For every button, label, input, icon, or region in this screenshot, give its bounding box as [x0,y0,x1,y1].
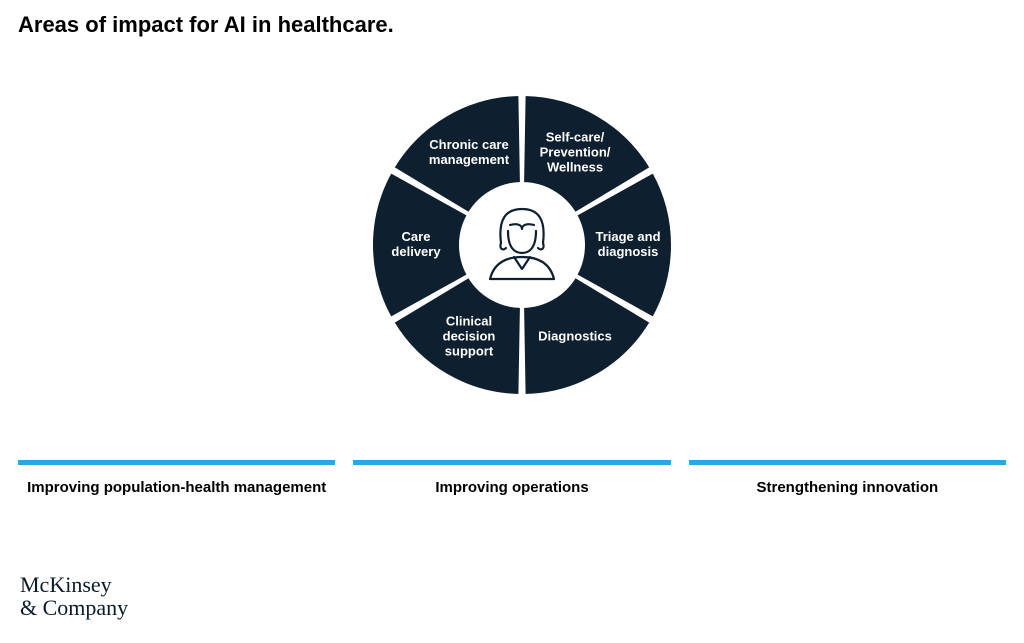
category-label: Strengthening innovation [689,479,1006,496]
page-title: Areas of impact for AI in healthcare. [18,12,394,38]
wheel-svg [372,95,672,395]
category-bar [689,460,1006,465]
category-item: Strengthening innovation [689,460,1006,496]
category-bar [353,460,670,465]
category-row: Improving population-health management I… [18,460,1006,496]
category-item: Improving operations [353,460,670,496]
logo-line1: McKinsey [20,573,128,596]
category-label: Improving operations [353,479,670,496]
mckinsey-logo: McKinsey & Company [20,573,128,619]
category-item: Improving population-health management [18,460,335,496]
wheel-center [460,183,584,307]
category-label: Improving population-health management [18,479,335,496]
logo-line2: & Company [20,596,128,619]
impact-wheel: Self-care/Prevention/WellnessTriage andd… [372,95,672,395]
category-bar [18,460,335,465]
